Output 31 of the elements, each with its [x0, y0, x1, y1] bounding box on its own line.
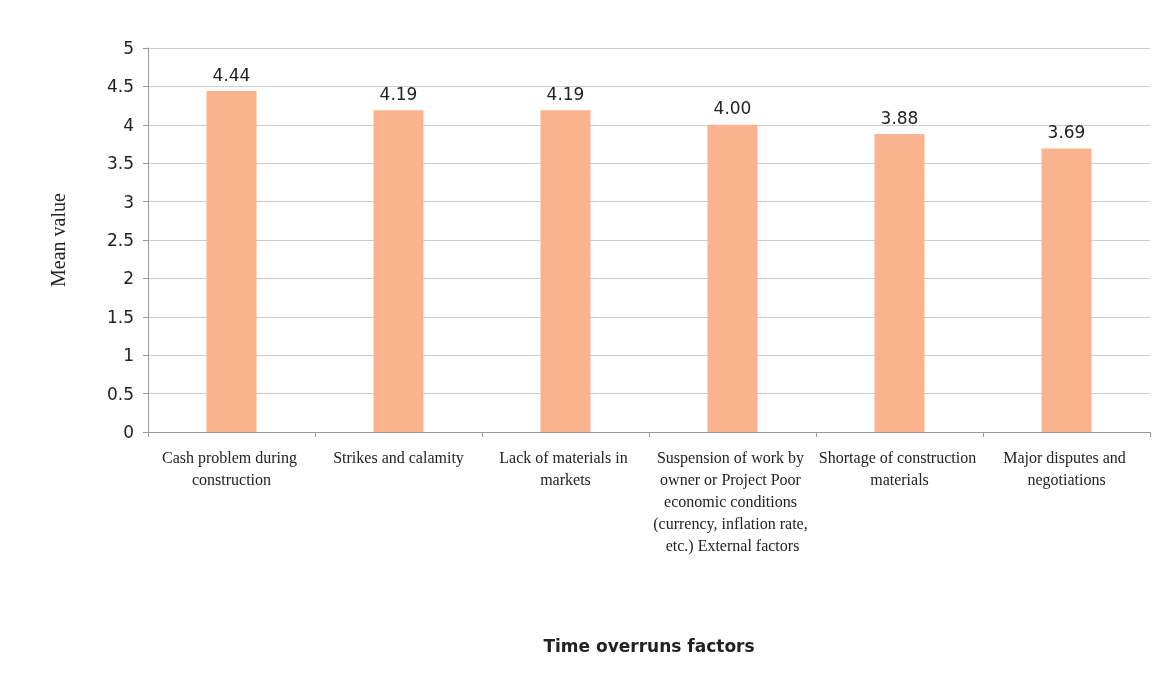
x-axis-title: Time overruns factors — [543, 635, 755, 656]
y-tick-label: 2.5 — [106, 230, 134, 250]
data-label: 3.69 — [1047, 122, 1086, 143]
y-tick-label: 0.5 — [106, 383, 134, 404]
y-tick-label: 4.5 — [106, 76, 134, 97]
y-tick-label: 3.5 — [106, 153, 134, 174]
x-tick-label: Cash problem during construction — [161, 448, 302, 488]
bar — [206, 91, 257, 432]
data-label: 4.44 — [212, 64, 251, 85]
y-tick-label: 1 — [123, 345, 134, 366]
x-tick-label: Shortage of construction materials — [818, 448, 981, 488]
x-tick-label: Lack of materials in markets — [499, 448, 632, 488]
bar — [1041, 148, 1092, 432]
y-tick-label: 2 — [123, 268, 134, 289]
y-axis-title: Mean value — [47, 192, 69, 287]
data-label: 4.19 — [379, 83, 418, 104]
y-tick-label: 1.5 — [106, 306, 134, 327]
x-tick-label: Suspension of work by owner or Project Poor economic conditions (currency, inflation rate, etc.) External factors — [653, 448, 812, 555]
x-tick-label: Strikes and calamity — [333, 448, 464, 467]
y-tick-label: 5 — [123, 38, 134, 58]
data-label: 4.00 — [713, 98, 752, 119]
data-label: 4.19 — [546, 83, 585, 104]
x-tick-label: Major disputes and negotiations — [1003, 448, 1130, 489]
y-tick-label: 0 — [123, 422, 134, 442]
bar — [874, 134, 925, 432]
y-tick-label: 3 — [123, 191, 134, 212]
y-tick-label: 4 — [123, 114, 134, 135]
bar — [707, 124, 758, 432]
bar — [540, 110, 591, 432]
data-label: 3.88 — [880, 107, 919, 128]
bar — [373, 110, 424, 432]
